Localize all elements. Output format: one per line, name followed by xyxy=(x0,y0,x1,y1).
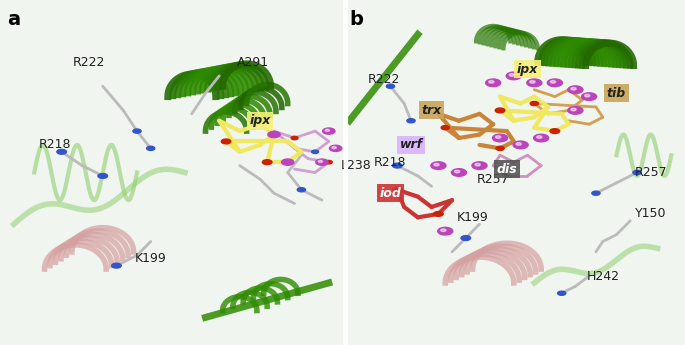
Circle shape xyxy=(571,108,576,111)
Text: A291: A291 xyxy=(238,56,269,69)
Text: H242: H242 xyxy=(586,269,619,283)
Circle shape xyxy=(488,80,494,83)
Circle shape xyxy=(454,170,460,173)
Circle shape xyxy=(431,162,446,169)
Text: ipx: ipx xyxy=(249,114,271,127)
Circle shape xyxy=(530,80,535,83)
Circle shape xyxy=(584,94,590,97)
Circle shape xyxy=(509,73,514,76)
Circle shape xyxy=(434,211,443,216)
Text: R222: R222 xyxy=(367,73,400,86)
Circle shape xyxy=(547,79,562,87)
Circle shape xyxy=(434,163,439,166)
Circle shape xyxy=(536,136,542,138)
Circle shape xyxy=(297,188,306,192)
Circle shape xyxy=(325,129,329,131)
Text: K199: K199 xyxy=(457,211,488,224)
Circle shape xyxy=(332,147,336,149)
Circle shape xyxy=(516,142,521,145)
Circle shape xyxy=(451,169,466,176)
Text: iod: iod xyxy=(379,187,401,200)
Circle shape xyxy=(534,134,549,142)
Circle shape xyxy=(568,107,583,114)
Circle shape xyxy=(221,139,231,144)
Circle shape xyxy=(506,72,521,80)
Circle shape xyxy=(407,119,415,123)
Circle shape xyxy=(319,160,323,162)
Circle shape xyxy=(496,146,504,150)
Circle shape xyxy=(550,80,556,83)
Text: R257: R257 xyxy=(634,166,667,179)
Circle shape xyxy=(386,84,395,88)
Circle shape xyxy=(592,191,600,195)
Circle shape xyxy=(112,263,121,268)
Text: R218: R218 xyxy=(38,138,71,151)
Circle shape xyxy=(441,126,449,130)
Text: tib: tib xyxy=(607,87,626,100)
Circle shape xyxy=(461,236,471,240)
Circle shape xyxy=(495,136,501,138)
Circle shape xyxy=(486,79,501,87)
Circle shape xyxy=(530,101,538,106)
Circle shape xyxy=(438,227,453,235)
Circle shape xyxy=(440,229,446,231)
Circle shape xyxy=(393,187,402,192)
Circle shape xyxy=(472,162,487,169)
Circle shape xyxy=(582,93,597,100)
Text: a: a xyxy=(7,10,20,29)
Circle shape xyxy=(98,174,108,178)
Circle shape xyxy=(291,136,298,140)
Circle shape xyxy=(262,160,272,165)
Circle shape xyxy=(316,159,328,165)
Text: trx: trx xyxy=(421,104,442,117)
Circle shape xyxy=(495,108,505,113)
Circle shape xyxy=(57,149,66,154)
Circle shape xyxy=(513,141,528,149)
Circle shape xyxy=(323,128,335,134)
Text: L238: L238 xyxy=(341,159,371,172)
Circle shape xyxy=(393,163,402,168)
Text: R218: R218 xyxy=(374,156,407,169)
Circle shape xyxy=(550,129,560,134)
Circle shape xyxy=(475,163,480,166)
Circle shape xyxy=(268,131,280,138)
Circle shape xyxy=(558,291,566,295)
FancyBboxPatch shape xyxy=(0,0,342,345)
Text: R257: R257 xyxy=(477,173,510,186)
Circle shape xyxy=(325,160,332,164)
Text: wrf: wrf xyxy=(399,138,423,151)
Text: Y150: Y150 xyxy=(635,207,667,220)
Circle shape xyxy=(633,170,641,175)
Circle shape xyxy=(133,129,141,133)
Circle shape xyxy=(329,145,342,151)
Text: ipx: ipx xyxy=(516,62,538,76)
Text: R222: R222 xyxy=(73,56,105,69)
Circle shape xyxy=(312,150,319,154)
Circle shape xyxy=(527,79,542,87)
Circle shape xyxy=(282,159,294,165)
Circle shape xyxy=(568,86,583,93)
Text: b: b xyxy=(349,10,363,29)
Circle shape xyxy=(493,134,508,142)
Text: dis: dis xyxy=(497,162,517,176)
Circle shape xyxy=(147,146,155,150)
FancyBboxPatch shape xyxy=(346,0,685,345)
Circle shape xyxy=(571,87,576,90)
Text: K199: K199 xyxy=(135,252,166,265)
